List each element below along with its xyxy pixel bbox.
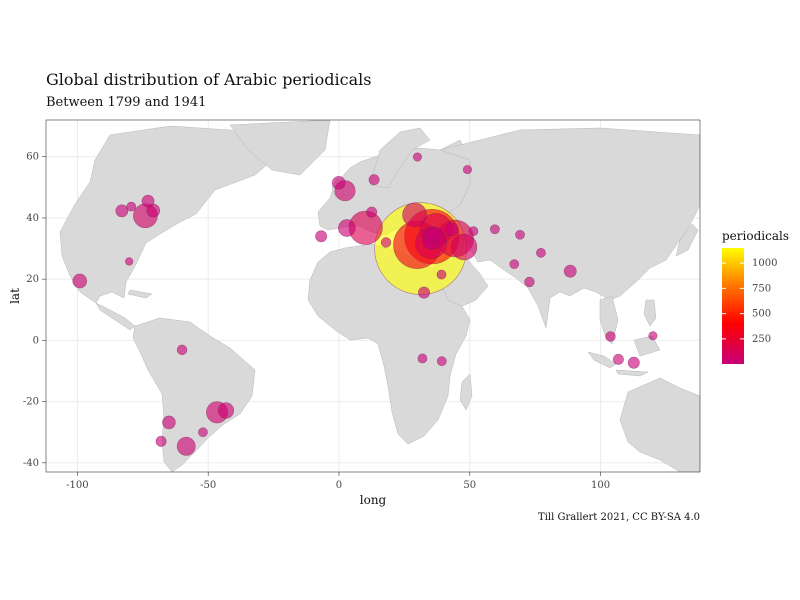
legend-tick-label: 1000	[752, 258, 777, 269]
periodical-bubble	[524, 276, 535, 288]
periodical-bubble	[176, 344, 188, 356]
periodical-bubble	[417, 353, 428, 364]
axis-ticks: -100 -50 0 50 100 -40 -20 0 20 40 60	[23, 152, 610, 491]
periodical-bubble	[509, 259, 520, 270]
periodical-bubble	[425, 228, 440, 242]
periodical-bubble	[115, 204, 129, 218]
periodical-bubble	[436, 356, 447, 367]
cuba	[127, 289, 153, 299]
x-tick-label: 100	[591, 480, 610, 491]
legend-colorbar	[722, 248, 744, 364]
legend-ticks: 1000 750 500 250	[722, 258, 777, 345]
periodical-bubble	[217, 402, 235, 419]
y-tick-label: 20	[26, 274, 39, 285]
periodical-bubble	[338, 219, 356, 237]
australia	[619, 377, 700, 472]
chart-subtitle: Between 1799 and 1941	[46, 95, 207, 110]
indonesia	[587, 335, 661, 377]
periodical-bubble	[402, 202, 427, 228]
periodical-bubble	[368, 174, 380, 186]
y-tick-label: -40	[23, 458, 39, 469]
periodical-bubble	[515, 229, 525, 240]
legend-tick-label: 250	[752, 334, 771, 345]
periodical-bubble	[176, 436, 196, 456]
periodical-bubble	[366, 206, 378, 218]
legend-tick-label: 750	[752, 283, 771, 294]
indochina	[599, 295, 619, 345]
periodical-bubble	[315, 230, 328, 243]
periodical-bubble	[468, 226, 479, 237]
periodical-bubble	[648, 331, 658, 341]
y-axis-title: lat	[8, 288, 22, 304]
periodical-bubble	[155, 435, 167, 447]
legend-title: periodicals	[722, 229, 789, 243]
periodical-bubble	[126, 201, 137, 212]
chart-title: Global distribution of Arabic periodical…	[46, 70, 372, 89]
y-tick-label: 40	[26, 213, 39, 224]
x-tick-label: -50	[200, 480, 216, 491]
legend-tick-label: 500	[752, 309, 771, 320]
periodical-bubble	[450, 233, 478, 261]
periodical-bubble	[536, 247, 546, 258]
periodical-bubble	[605, 331, 616, 342]
y-tick-label: 60	[26, 152, 39, 163]
periodical-bubble	[436, 269, 447, 280]
periodical-bubble	[418, 286, 430, 299]
panel-border	[45, 119, 701, 473]
y-tick-label: 0	[33, 335, 39, 346]
x-tick-label: -100	[66, 480, 88, 491]
periodical-bubble	[490, 224, 500, 235]
periodical-bubble	[141, 194, 155, 208]
south-america	[132, 317, 256, 472]
x-axis-title: long	[360, 493, 387, 507]
x-tick-label: 50	[463, 480, 476, 491]
chart-caption: Till Grallert 2021, CC BY-SA 4.0	[538, 512, 700, 523]
periodical-bubble	[162, 415, 176, 430]
periodical-bubble	[198, 427, 208, 438]
y-tick-label: -20	[23, 397, 39, 408]
periodical-bubble	[444, 222, 459, 237]
scandinavia	[369, 127, 431, 189]
greenland	[229, 120, 331, 176]
legend: periodicals 1000 750 500 250	[722, 229, 789, 364]
periodical-bubble	[462, 165, 472, 175]
periodical-bubble	[72, 273, 88, 289]
philippines	[643, 299, 657, 327]
japan	[675, 223, 699, 257]
periodical-bubble	[563, 264, 577, 278]
x-tick-label: 0	[336, 480, 342, 491]
madagascar	[459, 373, 473, 411]
periodical-bubble	[627, 356, 640, 369]
periodical-bubble	[412, 152, 423, 162]
bubble-layer	[72, 152, 658, 456]
periodical-bubble	[380, 237, 392, 248]
periodical-bubble	[612, 353, 624, 365]
periodical-bubble	[331, 175, 346, 190]
central-america	[95, 302, 136, 331]
periodical-bubble	[125, 257, 134, 266]
